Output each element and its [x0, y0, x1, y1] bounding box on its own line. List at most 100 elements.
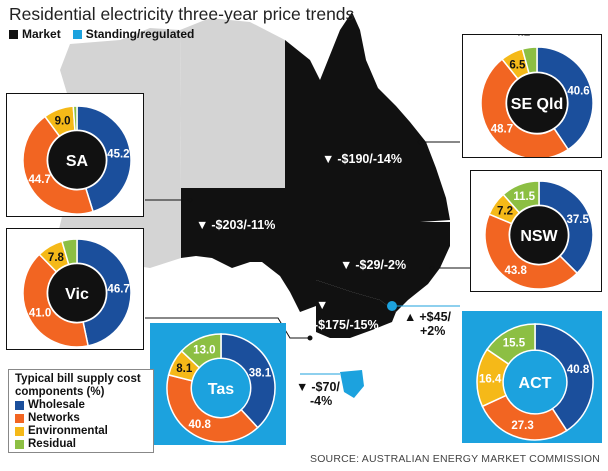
donut-value-label: 40.6 [567, 85, 589, 97]
donut-center [48, 131, 106, 189]
donut-slice-residual [72, 105, 78, 132]
donut-value-label: 37.5 [566, 214, 589, 226]
donut-value-label: 4.2 [514, 35, 530, 39]
market-type-legend: Market Standing/regulated [9, 27, 194, 41]
donut-slice-networks [480, 58, 570, 157]
map-nsw [316, 222, 450, 312]
legend-swatch-regulated [72, 29, 82, 39]
components-legend-title: Typical bill supply cost components (%) [15, 373, 141, 398]
act-change-label: ▲ +$45/ +2% [404, 310, 452, 338]
components-legend-item-wholesale: Wholesale [15, 399, 147, 412]
donut-slice-wholesale [76, 238, 132, 347]
chart-title: Residential electricity three-year price… [9, 4, 355, 24]
donut-region-label: Tas [208, 381, 234, 398]
donut-region-label: ACT [519, 375, 552, 392]
donut-chart-sa: 45.2 44.7 9.0 1.1 SA [22, 94, 132, 215]
donut-value-label: 46.7 [107, 284, 129, 296]
donut-value-label: 44.7 [28, 174, 50, 186]
down-arrow-icon: ▼ [296, 380, 309, 394]
donut-value-label: 8.1 [176, 363, 193, 375]
donut-region-label: SE Qld [511, 96, 563, 113]
donut-slice-networks [484, 213, 579, 290]
donut-value-label: 27.3 [511, 420, 533, 432]
donut-slice-wholesale [538, 180, 594, 275]
map-vic [316, 280, 396, 338]
donut-panel-sa: 45.2 44.7 9.0 1.1 SA [6, 93, 144, 217]
donut-slice-wholesale [220, 333, 276, 429]
donut-slice-residual [485, 323, 536, 366]
down-arrow-icon: ▼ [340, 258, 353, 272]
legend-label-regulated: Standing/regulated [85, 27, 195, 41]
donut-value-label: 15.5 [503, 337, 526, 349]
donut-region-label: NSW [520, 228, 558, 245]
donut-chart-se-qld: 40.6 48.7 6.5 4.2 SE Qld [480, 35, 594, 157]
donut-value-label: 16.4 [479, 373, 502, 385]
donut-region-label: SA [66, 153, 89, 170]
donut-center [48, 264, 106, 322]
legend-item-regulated: Standing/regulated [72, 27, 195, 41]
donut-slice-residual [521, 46, 538, 75]
donut-value-label: 38.1 [249, 368, 272, 380]
components-legend: Typical bill supply cost components (%) … [8, 369, 154, 453]
donut-value-label: 7.8 [48, 252, 65, 264]
donut-value-label: 45.2 [107, 149, 129, 161]
donut-slice-wholesale [76, 105, 132, 213]
donut-value-label: 4.5 [54, 229, 71, 231]
tas-change-label: ▼ -$70/ -4% [296, 380, 340, 408]
donut-slice-residual [61, 238, 78, 266]
donut-chart-tas: 38.1 40.8 8.113.0 Tas [166, 333, 276, 443]
map-nt [180, 18, 285, 188]
vic-change-label: -$175/-15% [314, 318, 379, 332]
donut-value-label: 40.8 [189, 419, 212, 431]
donut-slice-wholesale [536, 46, 594, 151]
swatch-wholesale [15, 401, 24, 410]
swatch-residual [15, 440, 24, 449]
donut-chart-act: 40.8 27.3 16.4 15.5 ACT [476, 323, 594, 441]
donut-value-label: 43.8 [504, 265, 527, 277]
donut-value-label: 40.8 [567, 364, 590, 376]
donut-value-label: 9.0 [55, 116, 71, 128]
donut-value-label: 1.1 [61, 94, 78, 97]
donut-slice-residual [180, 333, 222, 369]
swatch-environmental [15, 427, 24, 436]
down-arrow-icon: ▼ [322, 152, 335, 166]
source-note: SOURCE: AUSTRALIAN ENERGY MARKET COMMISS… [309, 453, 600, 465]
donut-panel-tas: 38.1 40.8 8.1 13.0 Tas [150, 323, 286, 445]
map-tas [340, 370, 364, 398]
down-arrow-icon: ▼ [196, 218, 209, 232]
donut-chart-nsw: 37.5 43.8 7.211.5 NSW [484, 180, 594, 290]
donut-panel-se-qld: 40.6 48.7 6.5 4.2 SE Qld [462, 34, 602, 158]
donut-slice-networks [166, 373, 259, 443]
donut-center [510, 206, 568, 264]
donut-value-label: 13.0 [193, 345, 215, 357]
components-legend-item-environmental: Environmental [15, 425, 147, 438]
legend-swatch-market [9, 29, 18, 39]
up-arrow-icon: ▲ [404, 310, 417, 324]
vic-change-arrow: ▼ [316, 298, 329, 312]
legend-label-market: Market [22, 27, 61, 41]
sa-change-label: ▼ -$203/-11% [196, 218, 276, 232]
legend-item-market: Market [9, 27, 61, 41]
qld-change-label: ▼ -$190/-14% [322, 152, 402, 166]
swatch-networks [15, 414, 24, 423]
components-legend-item-residual: Residual [15, 438, 147, 451]
donut-slice-residual [502, 180, 540, 214]
donut-slice-wholesale [534, 323, 594, 432]
donut-value-label: 48.7 [491, 124, 513, 136]
donut-value-label: 11.5 [513, 191, 535, 203]
nsw-change-label: ▼ -$29/-2% [340, 258, 407, 272]
donut-panel-act: 40.8 27.3 16.4 15.5 ACT [462, 311, 602, 443]
donut-chart-vic: 46.7 41.0 7.8 4.5 Vic [22, 229, 132, 348]
donut-region-label: Vic [65, 286, 89, 303]
donut-slice-networks [22, 253, 90, 348]
donut-panel-nsw: 37.5 43.8 7.2 11.5 NSW [470, 170, 602, 292]
donut-center [507, 73, 567, 133]
donut-value-label: 41.0 [29, 308, 51, 320]
donut-value-label: 6.5 [509, 59, 526, 71]
donut-slice-networks [22, 115, 94, 215]
donut-center [504, 351, 566, 413]
map-qld [285, 12, 450, 222]
components-legend-item-networks: Networks [15, 412, 147, 425]
donut-panel-vic: 46.7 41.0 7.8 4.5 Vic [6, 228, 144, 350]
donut-value-label: 7.2 [497, 206, 513, 218]
